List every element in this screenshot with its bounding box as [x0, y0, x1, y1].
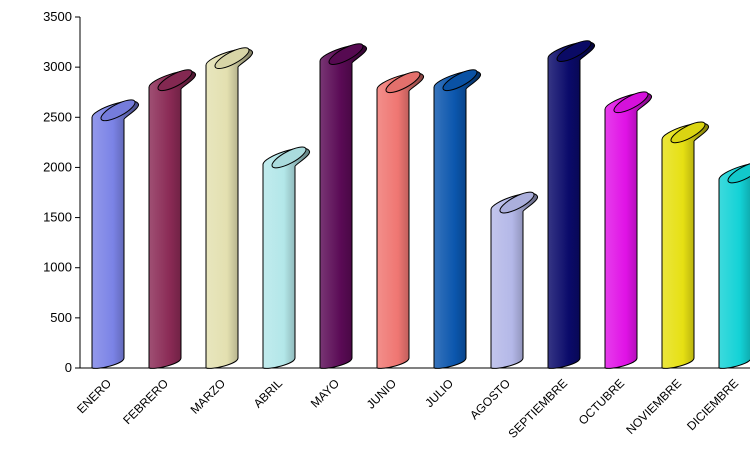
bar-top-cap — [100, 99, 136, 122]
y-tick-label: 1500 — [43, 210, 72, 225]
bar-septiembre — [547, 40, 596, 369]
bar-body — [319, 44, 368, 369]
x-tick-label: JUNIO — [364, 376, 399, 411]
x-tick-label: JULIO — [422, 376, 456, 410]
bar-marzo — [205, 47, 254, 369]
y-tick-label: 1000 — [43, 260, 72, 275]
x-tick-label: AGOSTO — [467, 376, 513, 422]
bar-body — [148, 70, 197, 369]
bar-body — [262, 147, 311, 369]
bar-diciembre — [718, 161, 750, 369]
bar-top-cap — [556, 40, 592, 62]
bar-body — [91, 100, 140, 369]
x-tick-label: SEPTIEMBRE — [506, 376, 571, 441]
bar-top-cap — [328, 43, 364, 66]
y-tick-label: 500 — [50, 310, 72, 325]
bar-body — [661, 122, 710, 369]
bar-series — [91, 40, 750, 369]
bar-top-cap — [271, 146, 307, 169]
bar-top-cap — [214, 47, 250, 70]
x-tick-label: MAYO — [308, 376, 342, 410]
bar-mayo — [319, 43, 368, 369]
chart-axes: 0 500 1000 1500 2000 2500 3000 3500 — [43, 9, 750, 375]
bar-top-cap — [157, 69, 193, 92]
y-tick-label: 2000 — [43, 159, 72, 174]
bar-body — [433, 70, 482, 369]
bar-body — [718, 163, 750, 369]
bar-top-cap — [613, 91, 649, 114]
bar-abril — [262, 146, 311, 369]
bar-noviembre — [661, 121, 710, 369]
y-tick-label: 3000 — [43, 59, 72, 74]
category-labels: ENERO FEBRERO MARZO ABRIL MAYO JUNIO JULIO AGOS… — [74, 376, 741, 441]
bar-body — [547, 41, 596, 369]
bar-top-cap — [727, 161, 750, 184]
bar-body — [205, 48, 254, 369]
x-tick-label: NOVIEMBRE — [623, 376, 684, 437]
bar-enero — [91, 99, 140, 369]
bar-top-cap — [499, 191, 535, 214]
x-tick-label: FEBRERO — [120, 376, 171, 427]
x-tick-label: ABRIL — [251, 376, 286, 411]
bar-junio — [376, 71, 425, 369]
bar-body — [604, 92, 653, 369]
bar-agosto — [490, 191, 539, 369]
bar-body — [376, 72, 425, 369]
y-tick-label: 2500 — [43, 109, 72, 124]
bar-top-cap — [442, 69, 478, 92]
bar-top-cap — [385, 71, 421, 94]
x-tick-label: OCTUBRE — [576, 376, 627, 427]
bar-febrero — [148, 69, 197, 369]
y-tick-label: 3500 — [43, 9, 72, 24]
bar-body — [490, 192, 539, 369]
x-tick-label: DICIEMBRE — [684, 376, 741, 433]
y-tick-label: 0 — [65, 360, 72, 375]
x-tick-label: ENERO — [74, 376, 114, 416]
bar-top-cap — [670, 121, 706, 144]
bar-octubre — [604, 91, 653, 369]
bar-julio — [433, 69, 482, 369]
x-tick-label: MARZO — [188, 376, 229, 417]
